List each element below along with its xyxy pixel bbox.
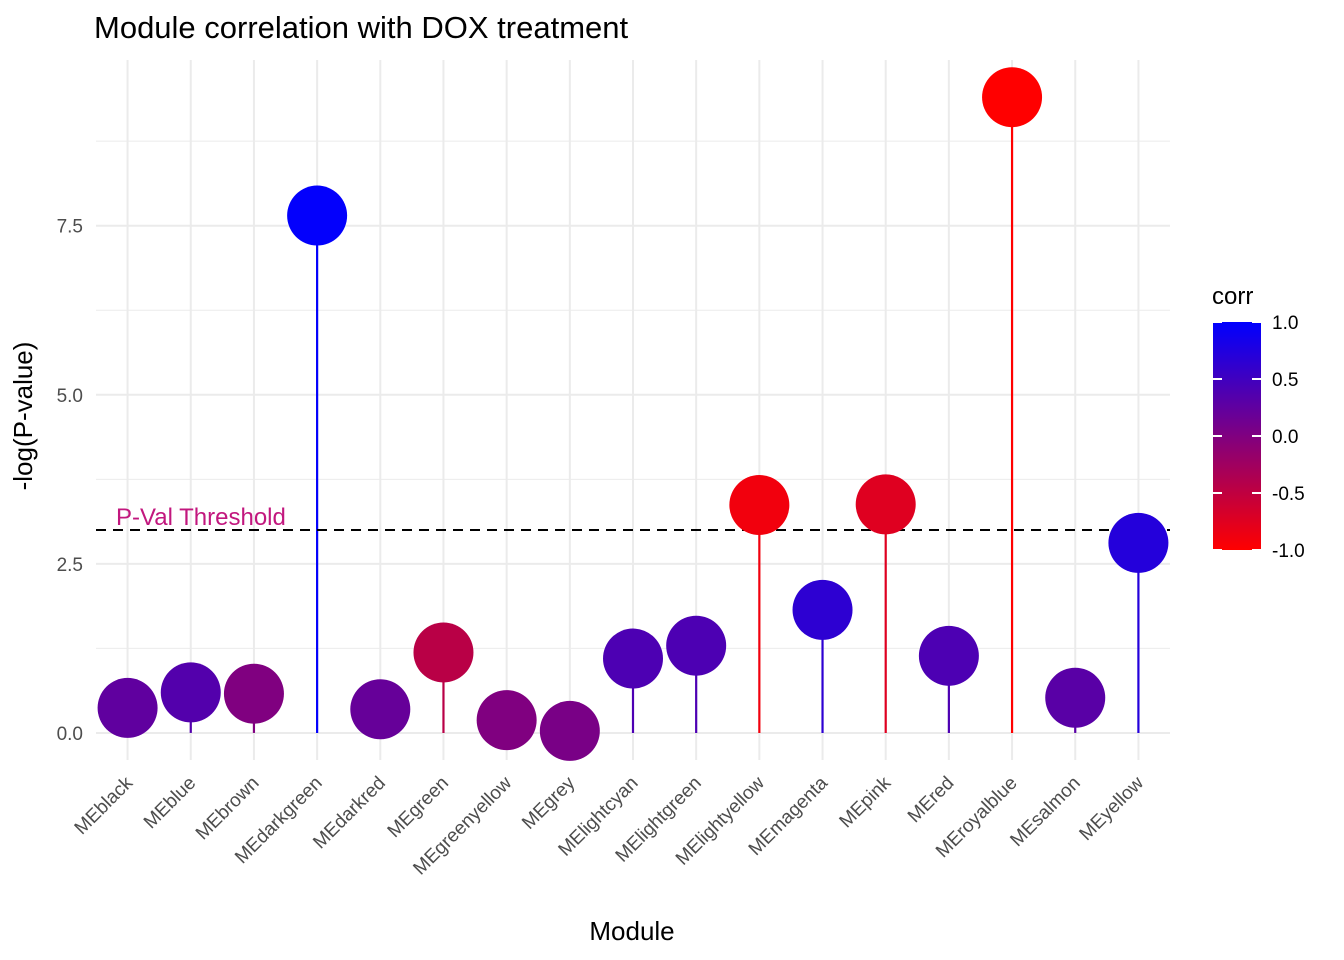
legend-title: corr [1212, 283, 1253, 310]
chart-title: Module correlation with DOX treatment [94, 10, 629, 45]
lollipop-point [1045, 667, 1106, 728]
legend-tick-label: -1.0 [1272, 541, 1305, 562]
y-tick-label: 0.0 [57, 724, 83, 745]
y-tick-label: 2.5 [57, 555, 83, 576]
legend-tick-label: 1.0 [1272, 313, 1298, 334]
color-legend: corr 1.0 0.5 0.0 -0.5 -1.0 [1212, 283, 1305, 562]
lollipop-point [97, 677, 158, 738]
x-tick-label: MEred [904, 773, 958, 827]
y-axis-ticks: 0.0 2.5 5.0 7.5 [57, 217, 83, 745]
legend-tick-label: 0.0 [1272, 427, 1298, 448]
x-tick-label: MEpink [836, 772, 896, 832]
lollipop-point [287, 185, 348, 246]
lollipop-point [413, 622, 474, 683]
y-tick-label: 5.0 [57, 386, 83, 407]
legend-ticks: 1.0 0.5 0.0 -0.5 -1.0 [1213, 313, 1305, 562]
lollipop-points [97, 67, 1169, 761]
x-axis-title: Module [589, 916, 674, 946]
legend-tick-label: -0.5 [1272, 484, 1305, 505]
plot-panel: P-Val Threshold [96, 60, 1170, 761]
lollipop-point [792, 579, 853, 640]
x-tick-label: MEblack [71, 772, 138, 839]
threshold-label: P-Val Threshold [116, 504, 286, 531]
lollipop-point [160, 662, 221, 723]
x-tick-label: MEgrey [518, 772, 579, 833]
lollipop-point [223, 663, 284, 724]
lollipop-point [476, 690, 537, 751]
x-axis-ticks: MEblack MEblueMEbrownMEdarkgreenMEdarkred… [71, 772, 1148, 879]
threshold-line-group: P-Val Threshold [96, 504, 1170, 532]
legend-tick-label: 0.5 [1272, 370, 1298, 391]
lollipop-point [666, 615, 727, 676]
lollipop-point [918, 625, 979, 686]
lollipop-point [539, 700, 600, 761]
x-tick-label: MEblue [140, 773, 200, 833]
lollipop-point [1108, 512, 1169, 573]
lollipop-point [855, 474, 916, 535]
lollipop-point [350, 679, 411, 740]
lollipop-point [982, 67, 1043, 128]
y-axis-title: -log(P-value) [8, 342, 38, 491]
lollipop-point [729, 475, 790, 536]
lollipop-point [603, 628, 663, 689]
x-tick-label: MEyellow [1076, 772, 1149, 845]
y-tick-label: 7.5 [57, 217, 83, 238]
